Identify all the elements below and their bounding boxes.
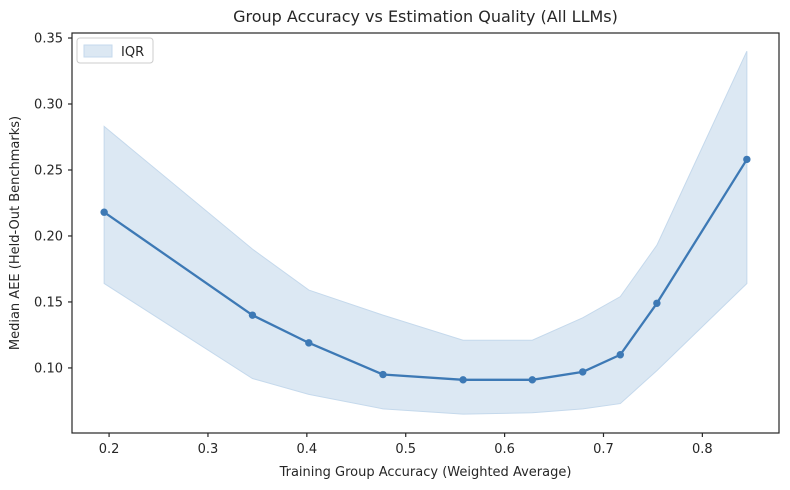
- x-tick-label: 0.4: [296, 442, 317, 457]
- data-point-marker: [616, 351, 624, 359]
- x-axis-label: Training Group Accuracy (Weighted Averag…: [279, 465, 572, 480]
- y-axis-label: Median AEE (Held-Out Benchmarks): [8, 116, 23, 350]
- x-tick-label: 0.7: [593, 442, 614, 457]
- data-point-marker: [100, 208, 108, 216]
- legend-band-patch-icon: [83, 44, 113, 58]
- y-tick-label: 0.15: [34, 295, 63, 310]
- x-tick-label: 0.6: [494, 442, 515, 457]
- data-point-marker: [579, 368, 587, 376]
- legend: IQR: [76, 37, 154, 64]
- y-tick-label: 0.30: [34, 97, 63, 112]
- y-tick-label: 0.10: [34, 361, 63, 376]
- data-point-marker: [459, 376, 467, 384]
- x-axis: 0.2 0.3 0.4 0.5 0.6 0.7 0.8: [99, 433, 713, 457]
- y-tick-label: 0.25: [34, 163, 63, 178]
- median-line-path: [102, 158, 749, 381]
- iqr-band: [103, 51, 748, 415]
- y-axis: 0.10 0.15 0.20 0.25 0.30 0.35: [34, 32, 72, 376]
- plot-border: [71, 32, 780, 434]
- chart-title: Group Accuracy vs Estimation Quality (Al…: [233, 7, 618, 26]
- x-tick-label: 0.2: [99, 442, 120, 457]
- median-line: [102, 158, 749, 381]
- data-points: [100, 155, 751, 384]
- x-tick-label: 0.5: [395, 442, 416, 457]
- x-tick-label: 0.8: [692, 442, 713, 457]
- data-point-marker: [305, 339, 313, 347]
- data-point-marker: [528, 376, 536, 384]
- data-point-marker: [248, 311, 257, 319]
- y-tick-label: 0.20: [34, 229, 63, 244]
- iqr-band-area: [103, 51, 748, 415]
- x-tick-label: 0.3: [198, 442, 219, 457]
- legend-entry-iqr: IQR: [121, 45, 144, 60]
- data-point-marker: [379, 370, 387, 379]
- data-point-marker: [653, 299, 661, 307]
- y-tick-label: 0.35: [34, 32, 63, 47]
- data-point-marker: [743, 155, 751, 164]
